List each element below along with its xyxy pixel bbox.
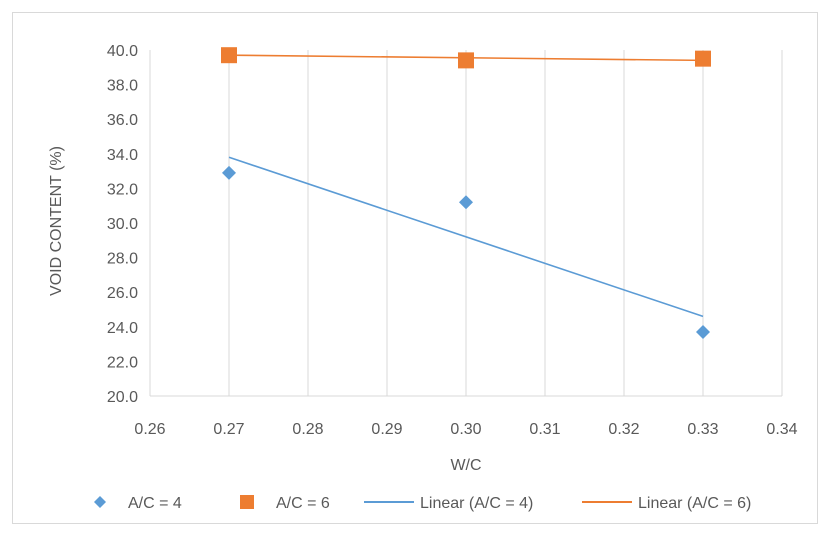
tick-label-layer: 0.26 0.27 0.28 0.29 0.30 0.31 0.32 0.33 0.34 20.0… bbox=[107, 43, 798, 438]
chart-frame bbox=[12, 12, 818, 524]
y-tick-label-1: 22.0 bbox=[107, 354, 138, 371]
point-a-c-6-1 bbox=[458, 52, 474, 69]
grid-layer bbox=[149, 50, 783, 397]
legend-label-a-c-6: A/C = 6 bbox=[276, 495, 330, 512]
marker-layer bbox=[221, 47, 711, 339]
legend-marker-a-c-4 bbox=[94, 496, 106, 508]
y-axis-title: VOID CONTENT (%) bbox=[48, 146, 65, 296]
trendline-linear-a-c-4 bbox=[228, 156, 704, 318]
y-tick-label-7: 34.0 bbox=[107, 147, 138, 164]
x-tick-label-8: 0.34 bbox=[766, 421, 797, 438]
x-tick-label-0: 0.26 bbox=[134, 421, 165, 438]
x-tick-label-7: 0.33 bbox=[687, 421, 718, 438]
legend-marker-a-c-6 bbox=[240, 495, 254, 509]
x-tick-label-2: 0.28 bbox=[292, 421, 323, 438]
y-tick-label-8: 36.0 bbox=[107, 112, 138, 129]
legend-item-linear-a-c-4: Linear (A/C = 4) bbox=[364, 495, 533, 512]
x-tick-label-1: 0.27 bbox=[213, 421, 244, 438]
legend-label-linear-a-c-6: Linear (A/C = 6) bbox=[638, 495, 751, 512]
legend-item-a-c-6: A/C = 6 bbox=[240, 495, 330, 512]
point-a-c-4-1 bbox=[459, 195, 473, 210]
y-tick-label-4: 28.0 bbox=[107, 251, 138, 268]
legend: A/C = 4 A/C = 6 Linear (A/C = 4) Linear … bbox=[94, 495, 751, 512]
legend-item-a-c-4: A/C = 4 bbox=[94, 495, 182, 512]
y-tick-label-10: 40.0 bbox=[107, 43, 138, 60]
point-a-c-6-0 bbox=[221, 47, 237, 64]
legend-item-linear-a-c-6: Linear (A/C = 6) bbox=[582, 495, 751, 512]
legend-label-linear-a-c-4: Linear (A/C = 4) bbox=[420, 495, 533, 512]
x-tick-label-6: 0.32 bbox=[608, 421, 639, 438]
x-tick-label-4: 0.30 bbox=[450, 421, 481, 438]
x-axis-title: W/C bbox=[450, 457, 481, 474]
y-tick-label-0: 20.0 bbox=[107, 389, 138, 406]
point-a-c-6-2 bbox=[695, 50, 711, 67]
point-a-c-4-2 bbox=[696, 324, 710, 339]
legend-label-a-c-4: A/C = 4 bbox=[128, 495, 182, 512]
x-tick-label-3: 0.29 bbox=[371, 421, 402, 438]
x-tick-label-5: 0.31 bbox=[529, 421, 560, 438]
point-a-c-4-0 bbox=[222, 165, 236, 180]
y-tick-label-3: 26.0 bbox=[107, 285, 138, 302]
y-tick-label-5: 30.0 bbox=[107, 216, 138, 233]
y-tick-label-9: 38.0 bbox=[107, 78, 138, 95]
y-tick-label-6: 32.0 bbox=[107, 181, 138, 198]
y-tick-label-2: 24.0 bbox=[107, 320, 138, 337]
